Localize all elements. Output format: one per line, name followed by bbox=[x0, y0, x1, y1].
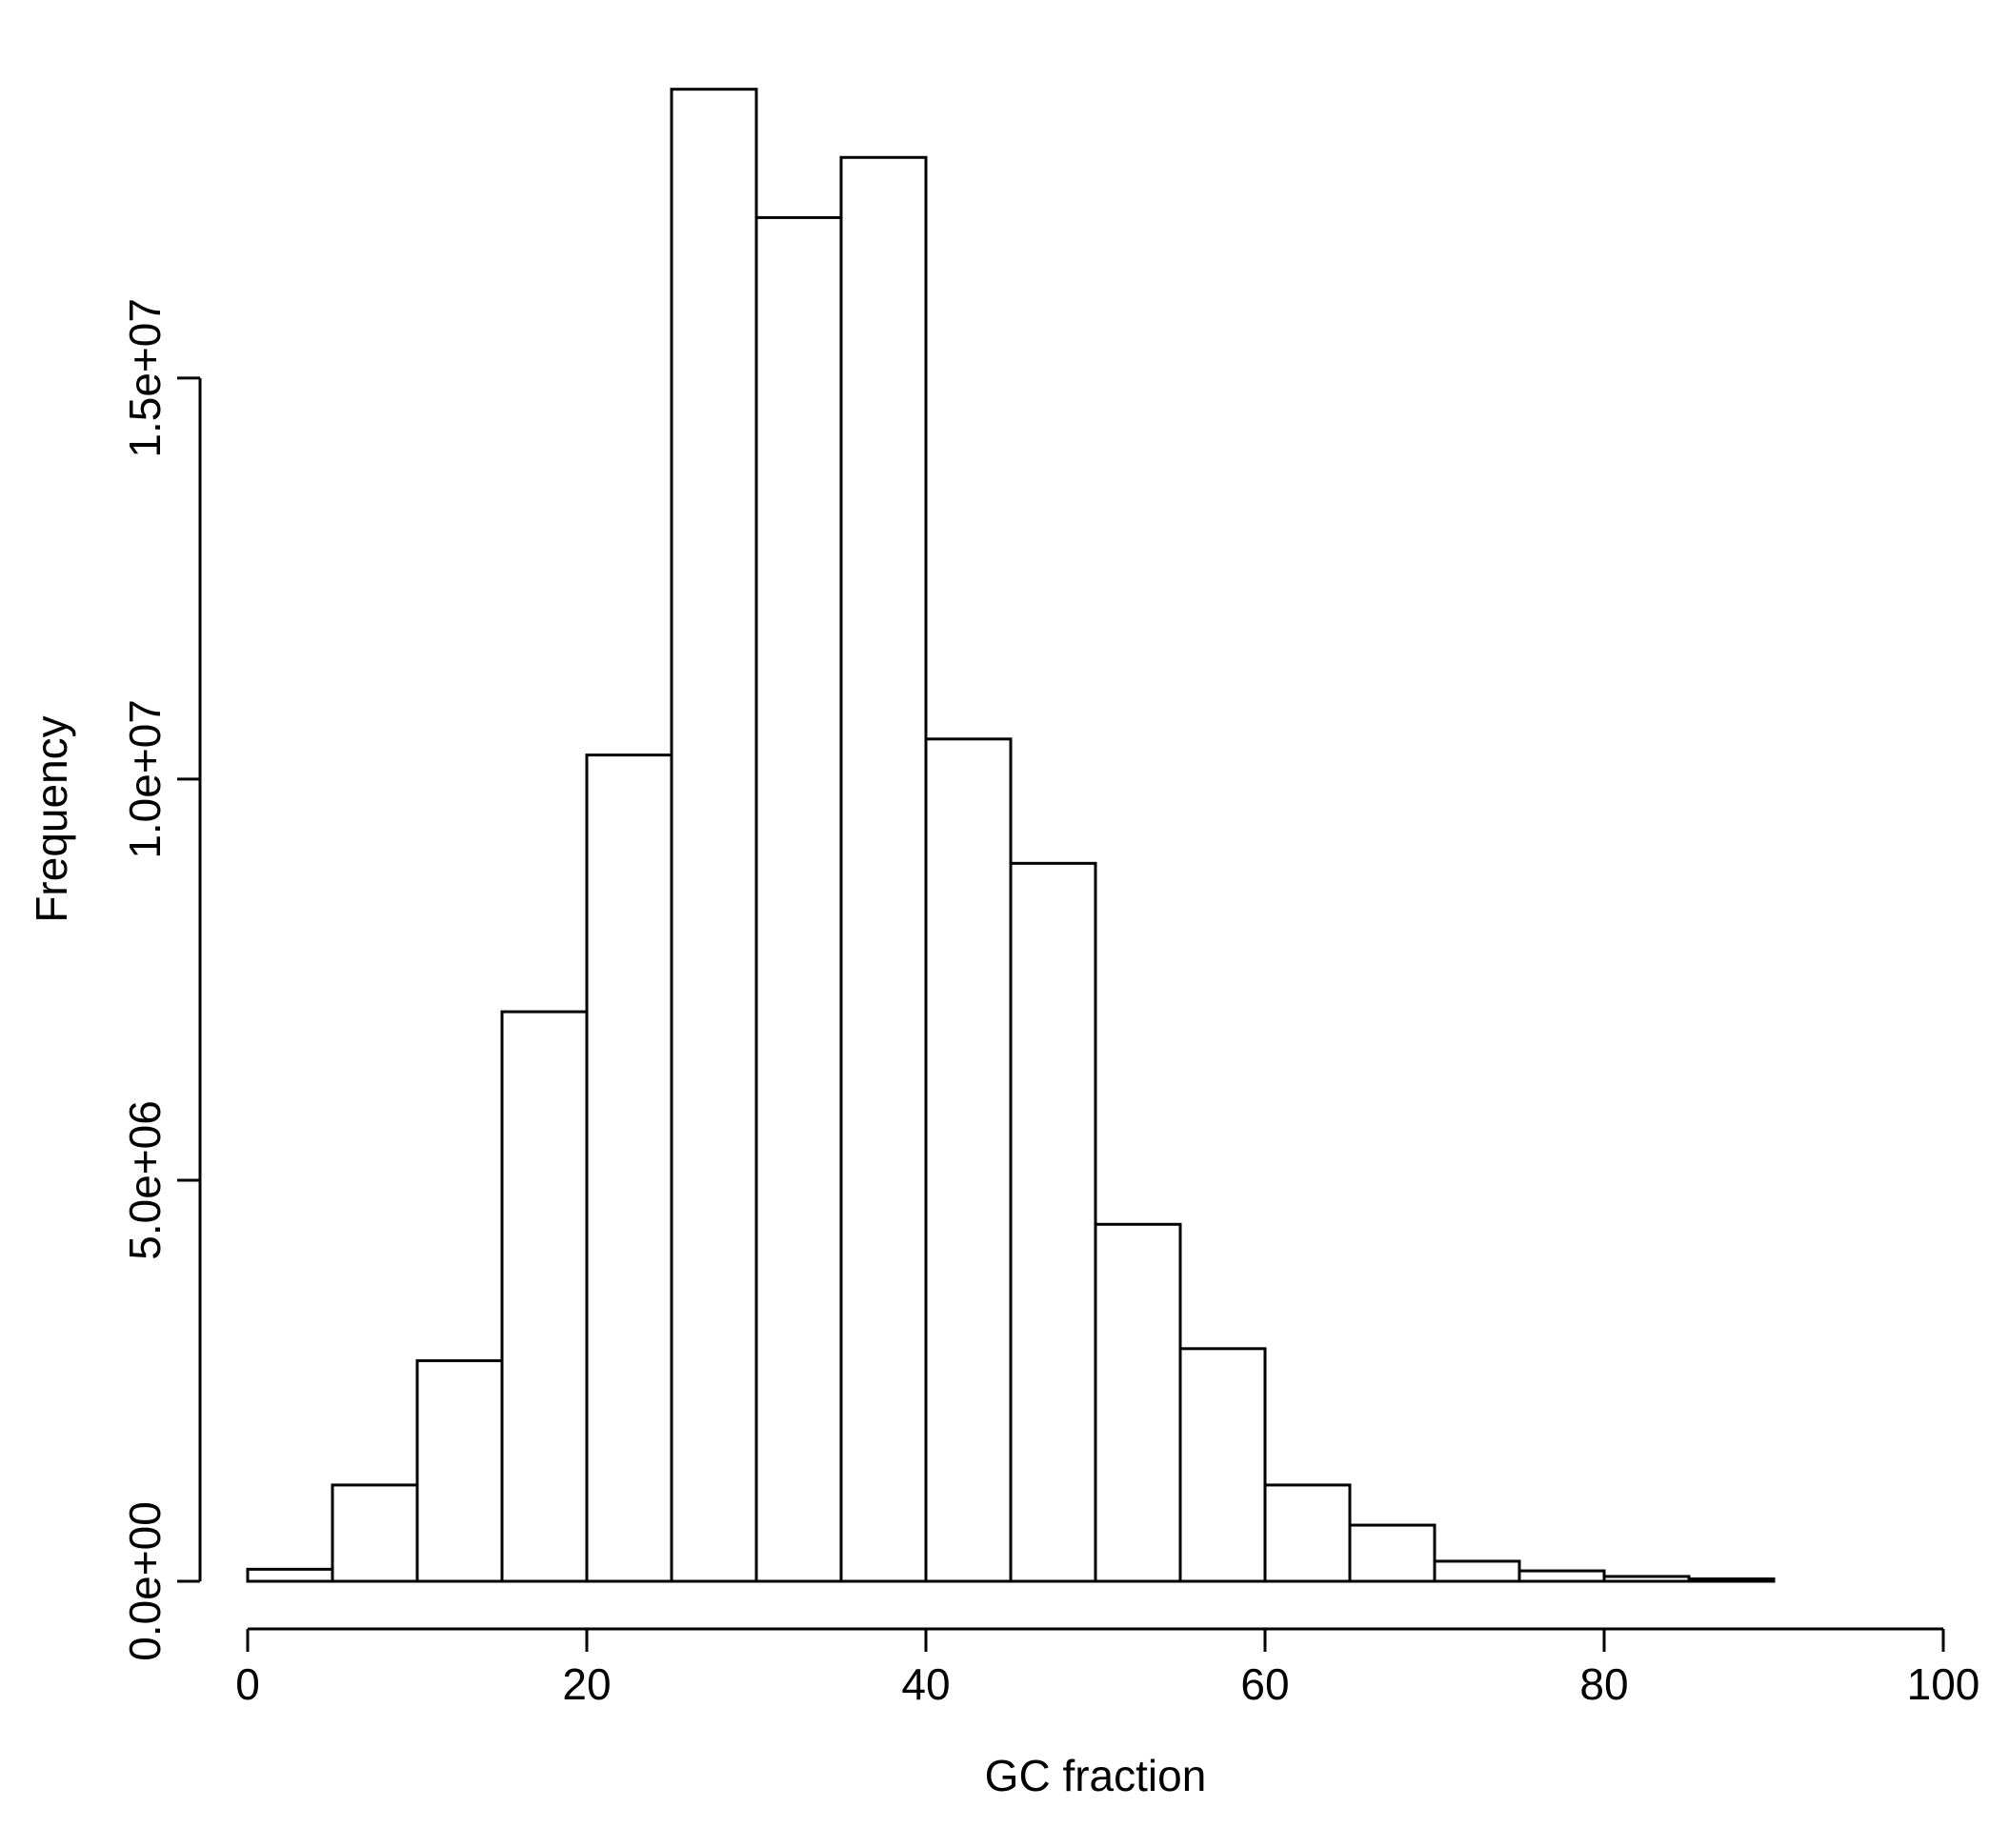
histogram-bar bbox=[1689, 1578, 1774, 1581]
histogram-bar bbox=[248, 1569, 332, 1581]
x-tick-label: 60 bbox=[1240, 1659, 1289, 1709]
x-tick-label: 0 bbox=[235, 1659, 260, 1709]
histogram-bar bbox=[1180, 1349, 1265, 1581]
y-tick-label: 0.0e+00 bbox=[120, 1501, 170, 1661]
histogram-bar bbox=[1265, 1485, 1350, 1581]
gc-histogram: 0 20 40 60 80 100 0.0e+00 5.0e+06 1.0e+07 1.5e+0… bbox=[0, 0, 1989, 1848]
histogram-bar bbox=[672, 90, 756, 1581]
x-tick-label: 20 bbox=[562, 1659, 611, 1709]
histogram-bars bbox=[248, 90, 1774, 1581]
y-tick-label: 5.0e+06 bbox=[120, 1100, 170, 1260]
x-tick-label: 40 bbox=[901, 1659, 950, 1709]
y-axis: 0.0e+00 5.0e+06 1.0e+07 1.5e+07 bbox=[120, 298, 200, 1661]
y-axis-label: Frequency bbox=[27, 715, 76, 922]
histogram-bar bbox=[417, 1360, 502, 1581]
y-tick-label: 1.0e+07 bbox=[120, 699, 170, 859]
histogram-bar bbox=[502, 1012, 587, 1581]
x-tick-label: 80 bbox=[1579, 1659, 1628, 1709]
histogram-bar bbox=[841, 157, 926, 1581]
x-axis-label: GC fraction bbox=[985, 1751, 1207, 1800]
histogram-bar bbox=[1350, 1525, 1435, 1581]
histogram-bar bbox=[1604, 1577, 1689, 1581]
x-axis: 0 20 40 60 80 100 bbox=[235, 1629, 1979, 1709]
histogram-bar bbox=[1095, 1224, 1180, 1581]
histogram-bar bbox=[926, 739, 1011, 1581]
histogram-bar bbox=[1519, 1571, 1604, 1581]
histogram-bar bbox=[1435, 1561, 1519, 1581]
y-tick-label: 1.5e+07 bbox=[120, 298, 170, 458]
histogram-bar bbox=[587, 755, 672, 1581]
histogram-bar bbox=[332, 1485, 417, 1581]
x-tick-label: 100 bbox=[1907, 1659, 1980, 1709]
histogram-bar bbox=[756, 217, 841, 1581]
histogram-bar bbox=[1011, 863, 1095, 1581]
